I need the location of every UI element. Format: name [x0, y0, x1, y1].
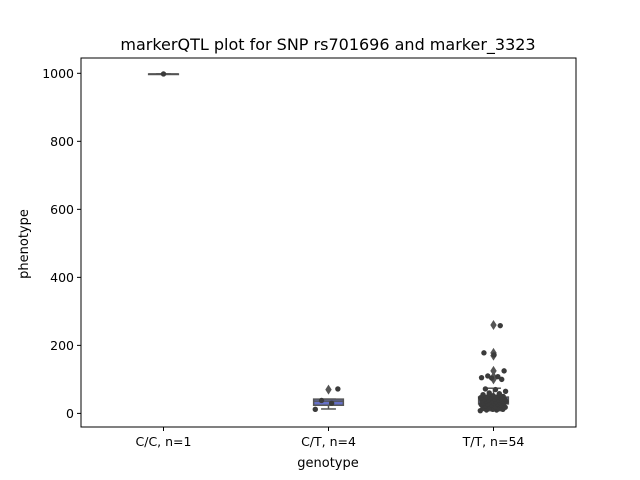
x-axis: C/C, n=1 C/T, n=4 T/T, n=54 [136, 427, 525, 449]
data-point [492, 386, 499, 393]
chart-title: markerQTL plot for SNP rs701696 and mark… [120, 35, 535, 55]
data-point [160, 71, 167, 77]
box-iqr [312, 398, 345, 406]
data-point [495, 373, 501, 380]
outlier-marker [325, 384, 332, 395]
y-tick-label: 0 [66, 406, 74, 421]
y-axis: 0 200 400 600 800 1000 [42, 66, 81, 421]
data-point [497, 322, 503, 329]
data-point [501, 368, 507, 374]
x-tick-label: C/C, n=1 [136, 434, 192, 449]
data-point [335, 386, 341, 392]
box-group [312, 384, 345, 410]
data-point [312, 406, 318, 413]
outlier-marker [490, 319, 497, 330]
y-tick-label: 600 [50, 202, 74, 217]
y-tick-label: 400 [50, 270, 74, 285]
data-point [318, 397, 325, 404]
y-tick-label: 200 [50, 338, 74, 353]
data-point [502, 388, 509, 394]
x-tick-label: C/T, n=4 [301, 434, 356, 449]
y-tick-label: 800 [50, 134, 74, 149]
data-point [484, 394, 490, 400]
data-point [478, 374, 485, 381]
data-point [481, 350, 487, 356]
data-point [491, 352, 497, 358]
plot-area [147, 71, 510, 414]
data-point [490, 393, 496, 399]
data-point [328, 400, 335, 406]
data-point [496, 390, 503, 397]
plot-frame [80, 57, 577, 428]
y-axis-label: phenotype [17, 209, 32, 279]
data-point [500, 393, 506, 400]
data-point [485, 373, 491, 379]
data-point [480, 391, 486, 398]
data-point [482, 386, 489, 392]
data-point [486, 390, 492, 396]
y-tick-label: 1000 [42, 66, 74, 81]
x-tick-label: T/T, n=54 [462, 434, 525, 449]
outlier-marker [490, 365, 497, 376]
x-axis-label: genotype [297, 456, 358, 471]
data-point [499, 376, 505, 383]
